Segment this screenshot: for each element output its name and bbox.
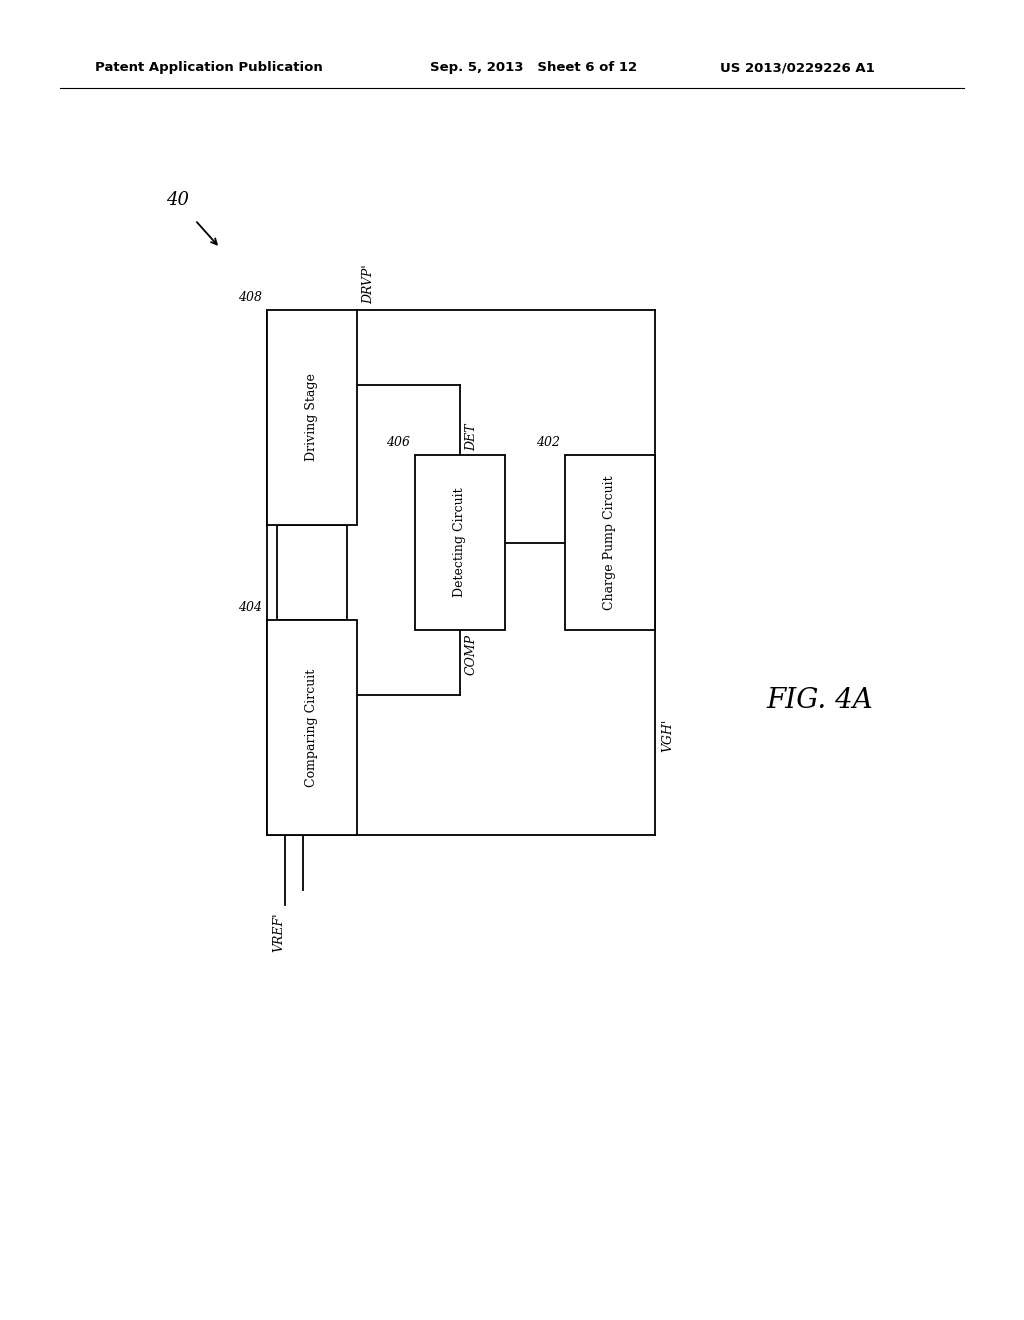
Text: Driving Stage: Driving Stage [305,374,318,462]
Text: 406: 406 [386,436,410,449]
Text: 404: 404 [238,601,262,614]
Bar [267,310,357,525]
Text: 408: 408 [238,290,262,304]
Bar [565,455,655,630]
Bar [267,620,357,836]
Text: Comparing Circuit: Comparing Circuit [305,668,318,787]
Text: VGH': VGH' [662,718,674,751]
Text: VREF': VREF' [272,913,286,953]
Text: 402: 402 [536,436,560,449]
Text: Charge Pump Circuit: Charge Pump Circuit [603,475,616,610]
Text: FIG. 4A: FIG. 4A [767,686,873,714]
Text: Sep. 5, 2013   Sheet 6 of 12: Sep. 5, 2013 Sheet 6 of 12 [430,62,637,74]
Text: COMP: COMP [465,634,478,675]
Text: DRVP': DRVP' [362,264,375,304]
Text: Patent Application Publication: Patent Application Publication [95,62,323,74]
Text: DET: DET [465,424,478,451]
Bar [415,455,505,630]
Text: Detecting Circuit: Detecting Circuit [454,487,467,598]
Text: 40: 40 [167,191,189,209]
Text: US 2013/0229226 A1: US 2013/0229226 A1 [720,62,874,74]
